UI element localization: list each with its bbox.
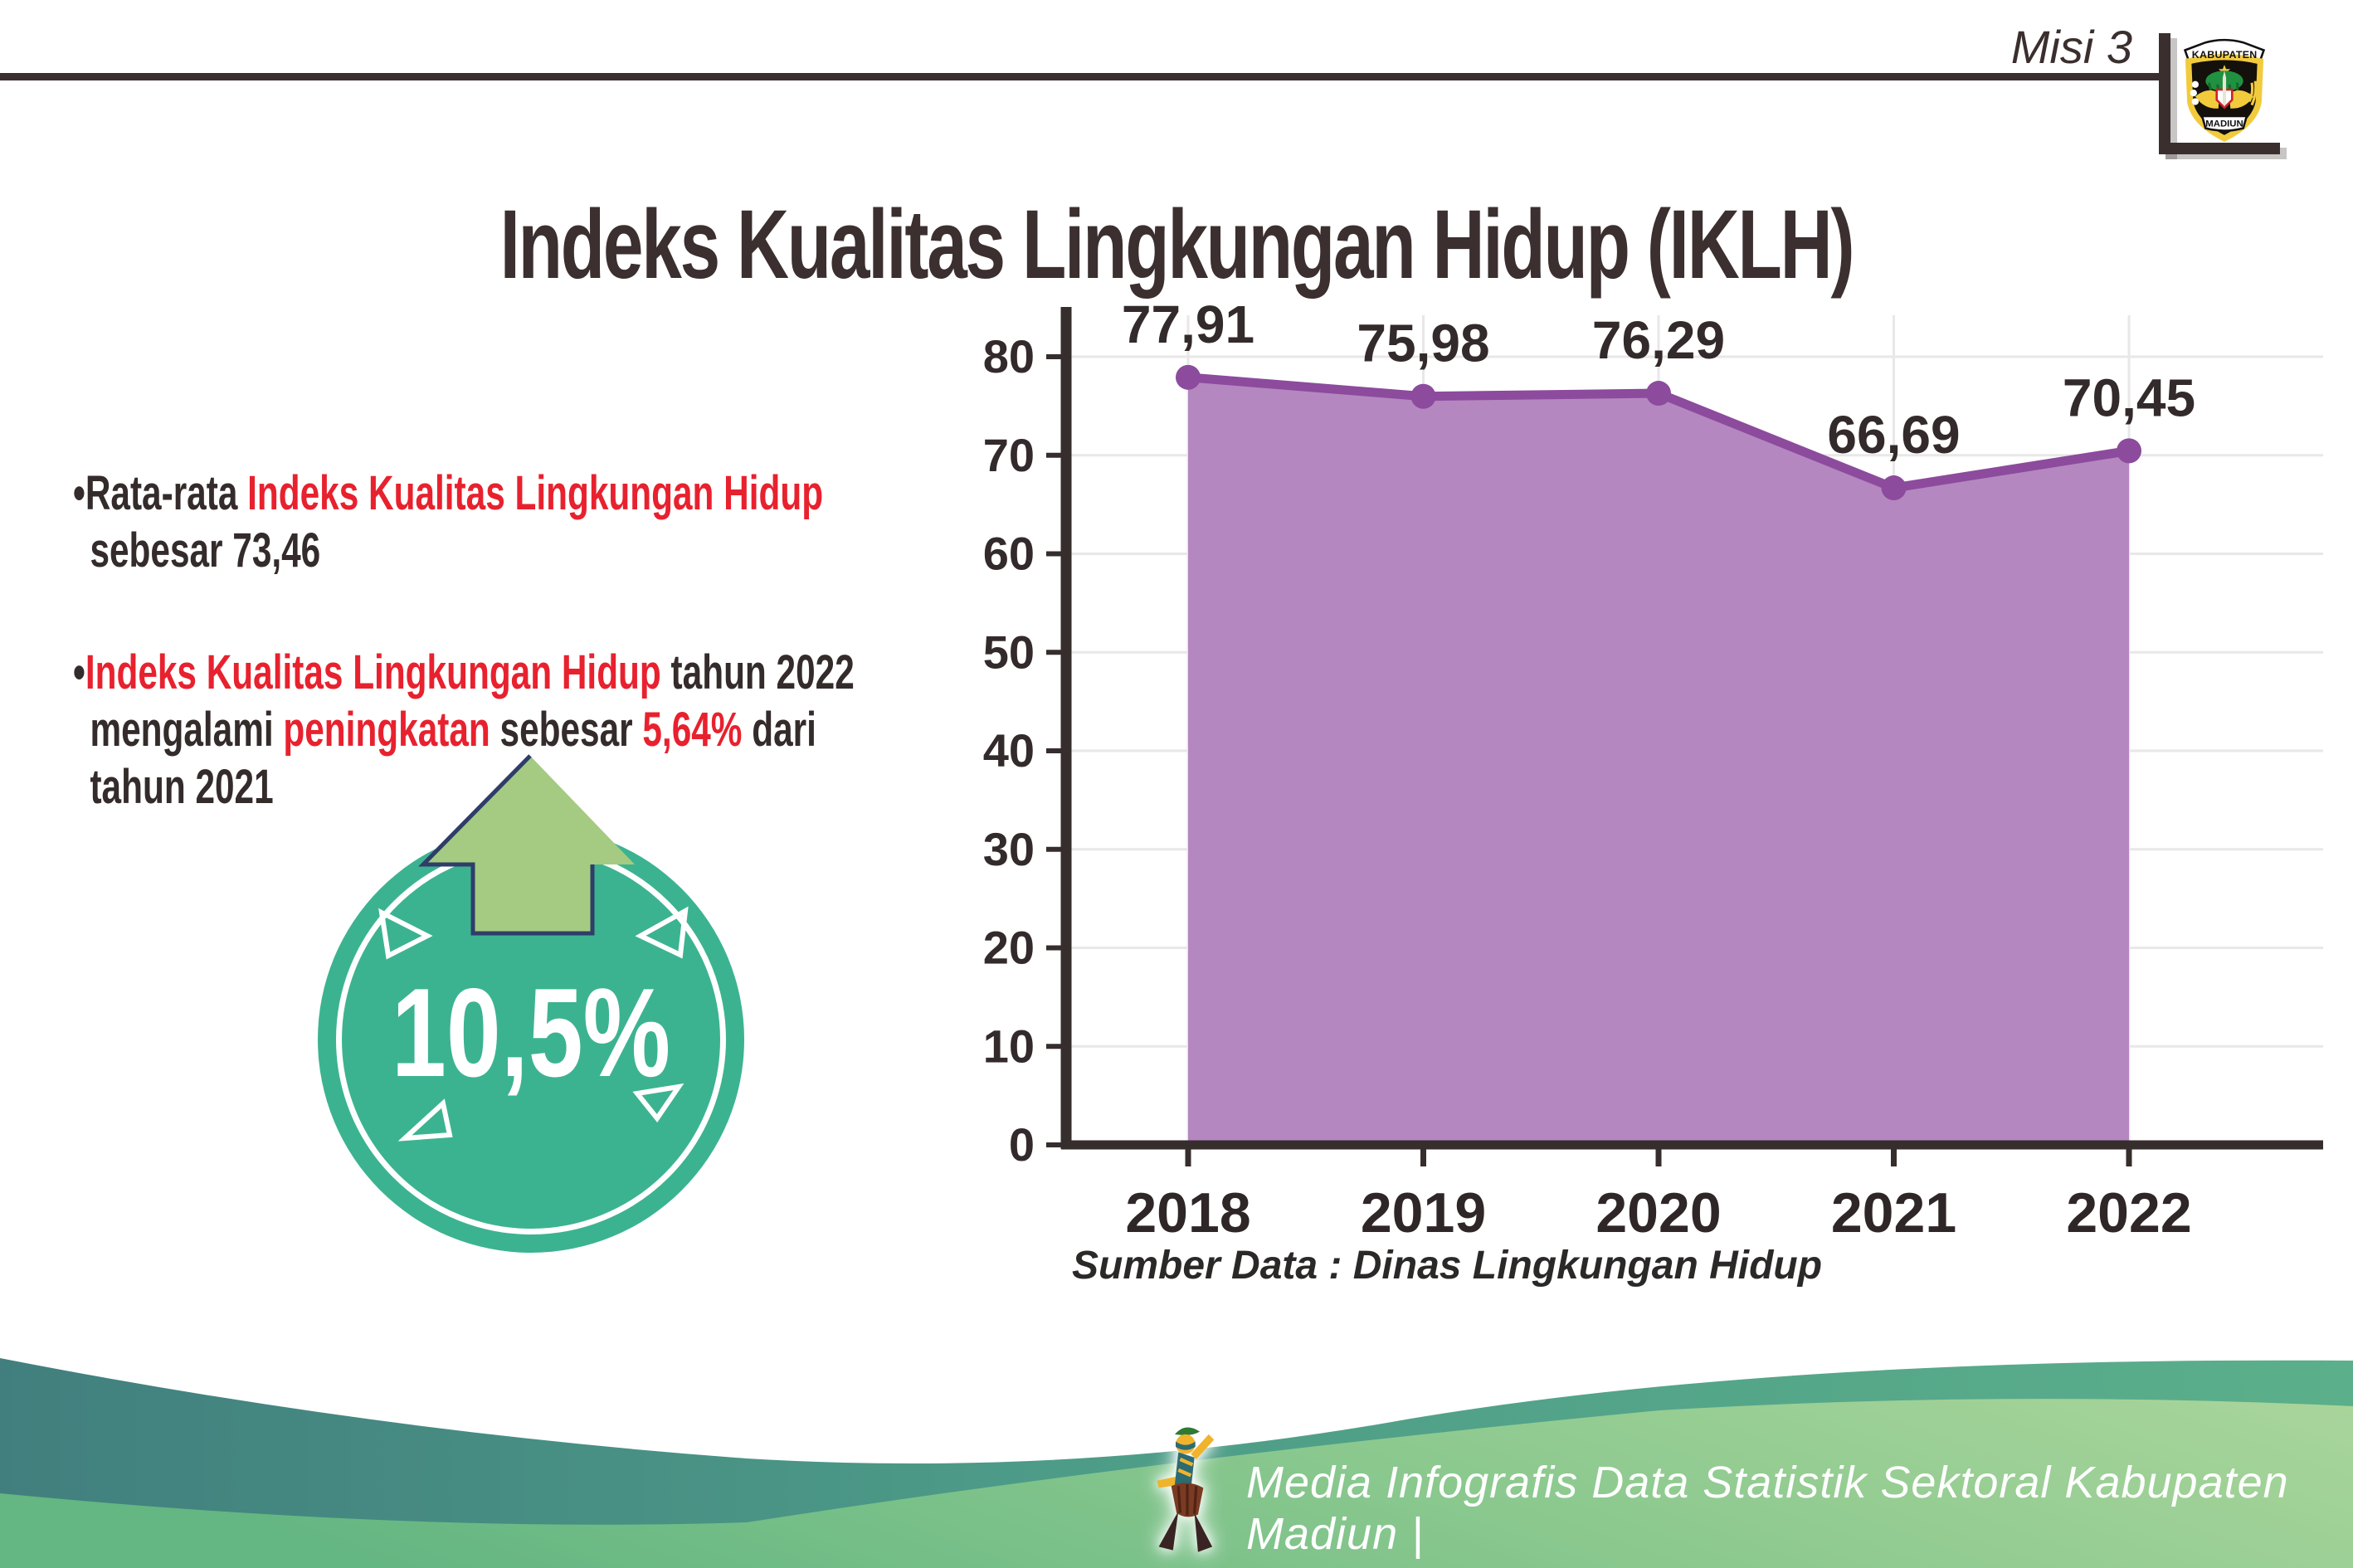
y-tick-label: 0 [1009, 1118, 1035, 1171]
data-point-marker [1410, 383, 1436, 409]
up-arrow-icon [423, 756, 635, 933]
logo-right-wing-icon [2229, 90, 2254, 109]
mascot-right-arm [1191, 1434, 1215, 1459]
bullet2-text2: mengalami [90, 703, 284, 757]
data-point-label: 70,45 [2063, 368, 2195, 427]
logo-bottom-ribbon [2200, 114, 2248, 132]
bullet-marker: • [73, 466, 85, 520]
x-tick-label: 2020 [1595, 1181, 1721, 1244]
x-tick-label: 2022 [2066, 1181, 2191, 1244]
y-tick-label: 30 [983, 823, 1035, 875]
x-tick-label: 2021 [1831, 1181, 1956, 1244]
logo-bracket-vertical [2159, 33, 2170, 154]
mission-label: Misi 3 [2010, 21, 2132, 73]
mascot-headband [1176, 1441, 1196, 1450]
badge-triangle-accent [397, 1098, 453, 1142]
bullet2-text3: sebesar [490, 703, 643, 757]
mascot-left-leg [1158, 1511, 1179, 1551]
logo-bottom-text: MADIUN [2205, 119, 2243, 129]
logo-wheat-icon [2248, 80, 2258, 106]
x-tick-label: 2019 [1361, 1181, 1486, 1244]
badge-triangle-accent [378, 908, 433, 960]
data-point-marker [2117, 438, 2141, 464]
bullet2-highlight2: peningkatan [283, 703, 490, 757]
data-point-label: 75,98 [1357, 314, 1489, 373]
logo-cotton-dot [2190, 90, 2197, 97]
source-note: Sumber Data : Dinas Lingkungan Hidup [1072, 1244, 1823, 1288]
bullet1-text: Rata-rata [85, 466, 248, 520]
y-tick-label: 50 [983, 626, 1035, 678]
mascot-right-leg [1194, 1512, 1213, 1552]
data-point-label: 66,69 [1827, 405, 1960, 465]
x-tick-label: 2018 [1125, 1181, 1250, 1244]
bullet2-text5: tahun 2021 [90, 760, 274, 814]
page-title: Indeks Kualitas Lingkungan Hidup (IKLH) [499, 190, 1855, 300]
logo-cotton-dot [2191, 80, 2200, 88]
area-fill [1188, 377, 2129, 1146]
data-point-label: 76,29 [1592, 310, 1725, 370]
bullet-average-iklh: •Rata-rata Indeks Kualitas Lingkungan Hi… [73, 465, 982, 579]
logo-top-text: KABUPATEN [2192, 49, 2258, 61]
bullet1-value: sebesar 73,46 [90, 523, 321, 577]
data-point-label: 77,91 [1122, 295, 1254, 354]
mascot-sash [1177, 1458, 1194, 1478]
logo-kris-icon [2222, 71, 2227, 107]
bullet1-highlight: Indeks Kualitas Lingkungan Hidup [247, 466, 824, 520]
y-tick-label: 20 [983, 922, 1035, 974]
increase-percentage: 10,5% [391, 962, 671, 1103]
header-rule [0, 73, 2161, 80]
data-point-marker [1881, 475, 1907, 501]
kabupaten-madiun-logo: KABUPATEN MADIUN [2183, 38, 2266, 142]
up-arrow-outline [418, 754, 595, 936]
mascot-cap [1174, 1427, 1201, 1435]
badge-decorations [378, 754, 689, 1142]
badge-triangle-accent [635, 906, 689, 959]
bullet-marker: • [73, 645, 85, 699]
bullet2-highlight1: Indeks Kualitas Lingkungan Hidup [85, 645, 661, 699]
logo-bracket-horizontal [2159, 143, 2280, 154]
bullet2-highlight3: 5,64% [642, 703, 743, 757]
footer-credit: Media Infografis Data Statistik Sektoral… [1246, 1458, 2289, 1559]
iklh-area-chart: 0 10 20 30 40 50 60 70 80 2018 2019 2020 2021 2022 77,… [983, 295, 2323, 1244]
data-point-marker [1646, 381, 1671, 407]
y-tick-label: 40 [983, 724, 1035, 777]
y-tick-label: 60 [983, 528, 1035, 580]
y-tick-label: 70 [983, 429, 1035, 481]
dancer-mascot-icon [1157, 1427, 1215, 1552]
logo-cotton-dot [2191, 98, 2200, 105]
y-tick-label: 10 [983, 1020, 1035, 1072]
bullet2-text4: dari [742, 703, 816, 757]
data-point-marker [1176, 364, 1201, 390]
y-tick-label: 80 [983, 330, 1035, 382]
mascot-skirt-texture [1176, 1484, 1198, 1516]
bullet2-text1: tahun 2022 [660, 645, 855, 699]
bullet-increase-2022: •Indeks Kualitas Lingkungan Hidup tahun … [73, 644, 982, 816]
insight-bullets: •Rata-rata Indeks Kualitas Lingkungan Hi… [73, 465, 982, 880]
badge-triangle-accent [632, 1083, 684, 1123]
logo-left-wing-icon [2195, 90, 2219, 109]
